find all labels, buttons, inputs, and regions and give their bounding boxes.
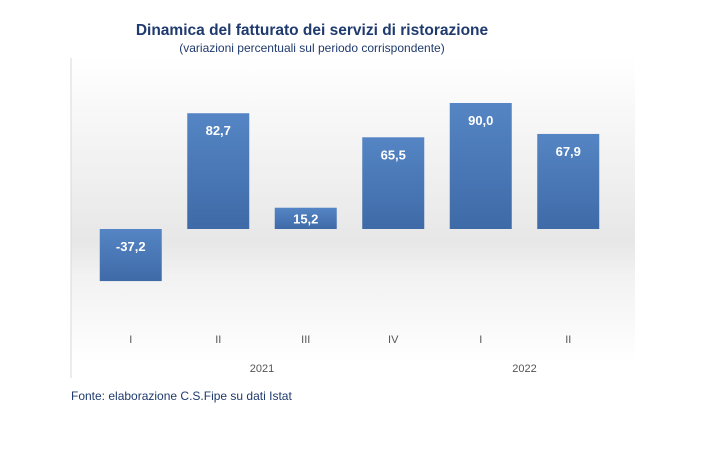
bar-value-label: 90,0 (468, 113, 493, 128)
bar-1 (99, 229, 162, 282)
chart-subtitle: (variazioni percentuali sul periodo corr… (179, 41, 445, 55)
bar-value-label: 67,9 (556, 144, 581, 159)
x-group-label: 2021 (250, 363, 274, 375)
bar-value-label: -37,2 (116, 239, 146, 254)
x-tick-label: II (565, 334, 571, 346)
bar-value-label: 65,5 (381, 147, 406, 162)
x-tick-label: I (129, 334, 132, 346)
x-tick-label: II (215, 334, 221, 346)
bar-5 (449, 103, 512, 229)
bar-value-label: 82,7 (206, 123, 231, 138)
x-group-label: 2022 (512, 363, 536, 375)
bar-2 (187, 113, 250, 229)
bar-3 (274, 207, 337, 229)
bar-value-label: 15,2 (293, 211, 318, 226)
x-tick-label: I (479, 334, 482, 346)
bar-6 (537, 133, 600, 229)
x-tick-label: III (301, 334, 310, 346)
chart-title: Dinamica del fatturato dei servizi di ri… (135, 22, 489, 39)
chart-source-note: Fonte: elaborazione C.S.Fipe su dati Ist… (71, 389, 292, 403)
x-tick-label: IV (388, 334, 399, 346)
bar-4 (362, 137, 425, 229)
